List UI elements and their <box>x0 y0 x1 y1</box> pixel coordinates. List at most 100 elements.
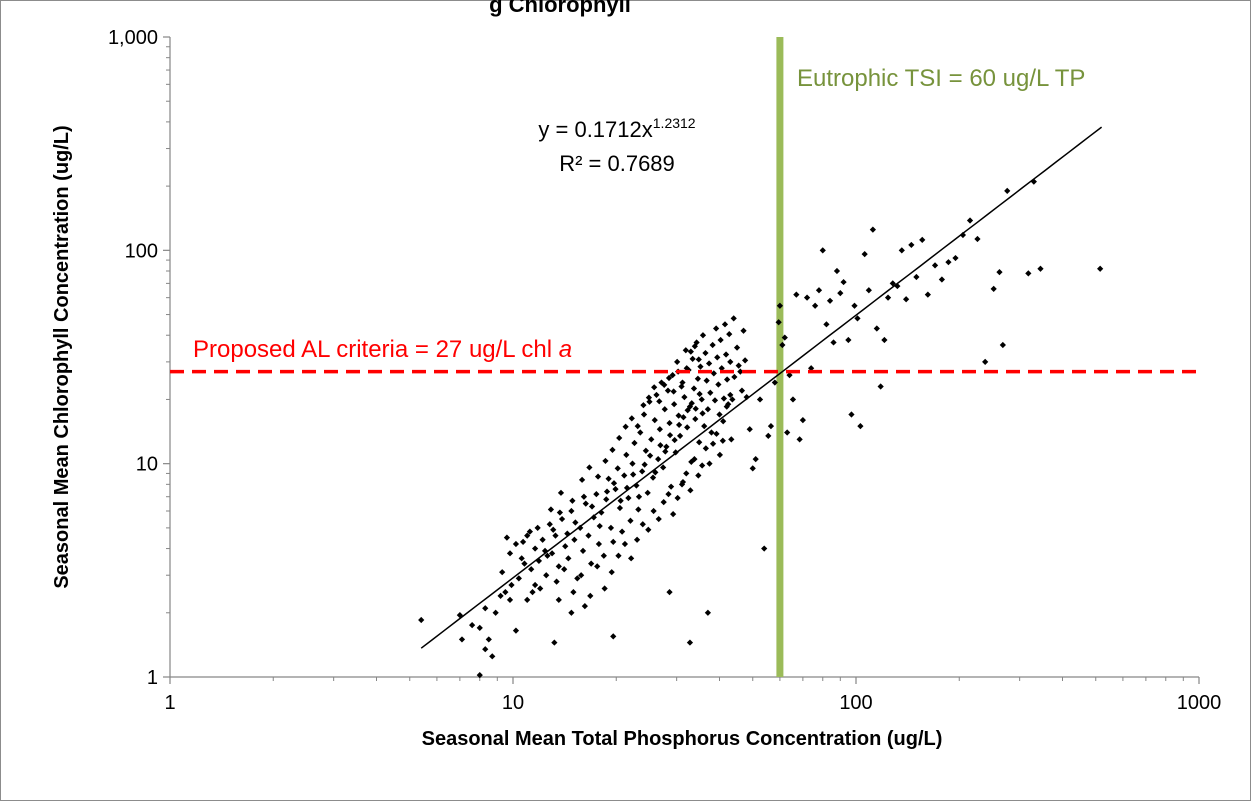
data-point <box>671 436 678 444</box>
data-point <box>653 391 660 399</box>
data-point <box>615 552 622 559</box>
data-point <box>692 415 699 423</box>
data-point <box>503 534 511 541</box>
data-point <box>661 381 668 389</box>
data-point <box>671 401 678 408</box>
data-point <box>877 383 884 390</box>
data-point <box>857 422 864 430</box>
data-point <box>610 480 618 487</box>
data-point <box>519 538 527 545</box>
data-point <box>526 528 533 535</box>
data-point <box>586 464 593 471</box>
data-point <box>938 276 946 283</box>
data-point <box>570 588 577 596</box>
data-point <box>664 387 672 394</box>
data-point <box>518 555 525 562</box>
data-point <box>657 442 664 449</box>
criteria-label-text: Proposed AL criteria = 27 ug/L chl <box>193 336 559 363</box>
data-point <box>952 254 959 262</box>
data-point <box>512 540 520 548</box>
data-point <box>609 446 616 454</box>
data-point <box>558 515 566 523</box>
data-point <box>492 609 499 616</box>
data-point <box>585 532 592 539</box>
data-point <box>634 422 641 430</box>
data-point <box>524 596 531 603</box>
data-point <box>656 398 663 405</box>
data-point <box>656 426 663 433</box>
data-point <box>996 269 1003 276</box>
data-point <box>628 415 635 422</box>
data-point <box>683 365 690 372</box>
data-point <box>601 585 608 592</box>
data-point <box>676 432 684 439</box>
data-point <box>608 569 615 576</box>
data-point <box>521 560 528 567</box>
data-point <box>717 336 724 344</box>
data-point <box>666 419 673 427</box>
data-point <box>689 355 696 362</box>
data-point <box>515 575 522 582</box>
data-point <box>719 437 726 444</box>
data-point <box>675 412 682 419</box>
data-point <box>903 296 910 303</box>
data-point <box>830 339 837 346</box>
data-point <box>553 578 560 585</box>
y-tick-label: 1,000 <box>108 27 158 49</box>
data-point <box>512 627 520 634</box>
data-point <box>710 370 717 377</box>
data-point <box>767 422 775 430</box>
x-tick-label: 10 <box>502 692 524 714</box>
data-point <box>663 443 670 450</box>
data-point <box>651 384 658 391</box>
data-point <box>706 460 713 467</box>
data-point <box>650 507 657 515</box>
data-point <box>578 476 586 483</box>
data-point <box>543 572 550 579</box>
data-point <box>645 526 652 533</box>
data-point <box>1025 270 1032 277</box>
data-point <box>546 521 553 528</box>
data-point <box>718 365 725 372</box>
data-point <box>705 360 713 367</box>
data-point <box>708 429 715 436</box>
data-point <box>695 356 702 363</box>
data-point <box>594 473 602 480</box>
data-point <box>596 522 603 530</box>
data-point <box>534 524 541 531</box>
data-point <box>845 336 852 344</box>
data-point <box>531 581 539 589</box>
data-point <box>698 396 705 403</box>
data-point <box>756 396 764 403</box>
data-point <box>531 545 539 552</box>
data-point <box>579 547 587 555</box>
data-point <box>781 334 788 341</box>
x-tick-label: 1 <box>164 692 175 714</box>
data-point <box>627 517 634 524</box>
data-point <box>610 538 617 545</box>
data-point <box>704 406 712 413</box>
data-point <box>669 372 676 379</box>
data-point <box>775 319 782 326</box>
data-point <box>539 536 546 543</box>
trendline-equation: y = 0.1712x1.2312 <box>538 115 695 142</box>
y-tick-label: 1 <box>147 667 158 689</box>
data-point <box>633 536 641 543</box>
data-point <box>587 592 594 599</box>
data-point <box>840 278 847 286</box>
data-point <box>784 429 791 436</box>
data-point <box>699 410 706 417</box>
data-point <box>724 376 731 383</box>
data-point <box>697 363 704 370</box>
data-point <box>555 563 562 570</box>
y-axis-label: Seasonal Mean Chlorophyll Concentration … <box>51 125 73 588</box>
y-tick-label: 10 <box>136 454 158 476</box>
data-point <box>593 490 600 498</box>
data-point <box>588 560 595 567</box>
data-point <box>568 507 575 515</box>
data-point <box>799 417 806 424</box>
data-point <box>691 456 698 463</box>
data-point <box>594 563 601 570</box>
data-point <box>550 526 557 533</box>
